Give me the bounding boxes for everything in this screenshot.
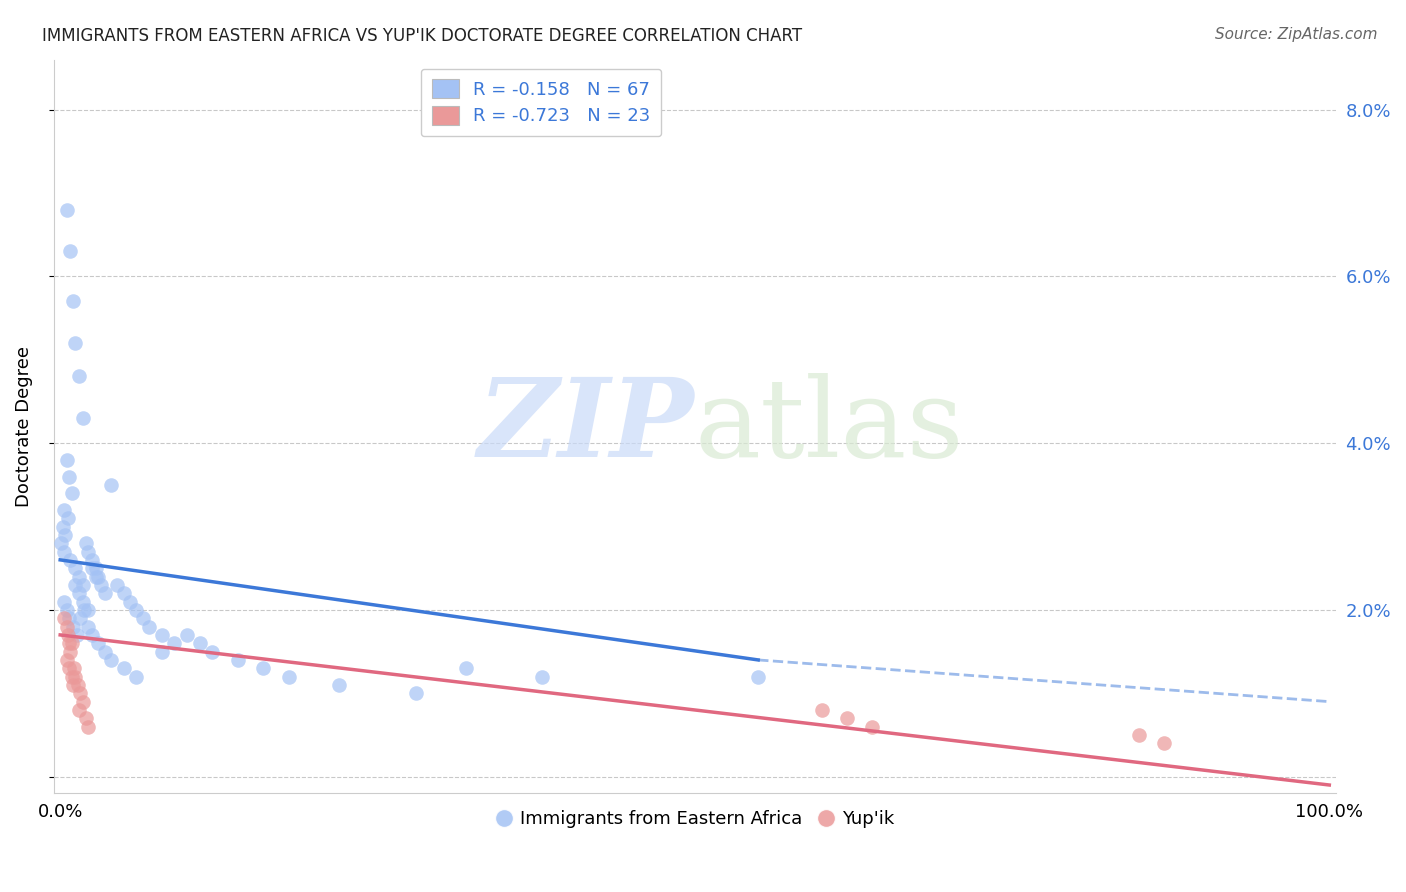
Point — [53, 503, 76, 517]
Point — [100, 478, 122, 492]
Point — [56, 628, 79, 642]
Point — [226, 653, 249, 667]
Point — [77, 720, 100, 734]
Point — [80, 561, 103, 575]
Point — [112, 661, 135, 675]
Point — [60, 486, 83, 500]
Point — [328, 678, 350, 692]
Point — [531, 670, 554, 684]
Point — [56, 511, 79, 525]
Text: ZIP: ZIP — [478, 373, 695, 480]
Point — [58, 611, 80, 625]
Point — [55, 619, 77, 633]
Point — [456, 661, 478, 675]
Point — [188, 636, 211, 650]
Point — [277, 670, 299, 684]
Point — [67, 586, 90, 600]
Point — [65, 336, 87, 351]
Point — [67, 369, 90, 384]
Point — [67, 703, 90, 717]
Point — [77, 603, 100, 617]
Point — [53, 528, 76, 542]
Point — [72, 594, 94, 608]
Point — [118, 594, 141, 608]
Point — [52, 519, 75, 533]
Point — [80, 628, 103, 642]
Point — [84, 569, 107, 583]
Point — [77, 544, 100, 558]
Text: IMMIGRANTS FROM EASTERN AFRICA VS YUP'IK DOCTORATE DEGREE CORRELATION CHART: IMMIGRANTS FROM EASTERN AFRICA VS YUP'IK… — [42, 27, 803, 45]
Point — [63, 661, 86, 675]
Point — [87, 569, 110, 583]
Point — [100, 653, 122, 667]
Point — [66, 678, 89, 692]
Point — [150, 628, 173, 642]
Point — [73, 603, 96, 617]
Point — [69, 611, 91, 625]
Point — [53, 594, 76, 608]
Point — [150, 644, 173, 658]
Point — [835, 711, 858, 725]
Point — [93, 644, 115, 658]
Point — [84, 561, 107, 575]
Point — [60, 636, 83, 650]
Point — [87, 636, 110, 650]
Point — [138, 619, 160, 633]
Point — [55, 603, 77, 617]
Point — [67, 569, 90, 583]
Point — [810, 703, 832, 717]
Point — [72, 695, 94, 709]
Point — [860, 720, 883, 734]
Point — [58, 469, 80, 483]
Point — [201, 644, 224, 658]
Point — [62, 619, 84, 633]
Point — [252, 661, 274, 675]
Text: Source: ZipAtlas.com: Source: ZipAtlas.com — [1215, 27, 1378, 42]
Point — [112, 586, 135, 600]
Point — [77, 619, 100, 633]
Point — [90, 578, 112, 592]
Point — [75, 711, 97, 725]
Point — [53, 611, 76, 625]
Point — [747, 670, 769, 684]
Point — [125, 670, 148, 684]
Legend: Immigrants from Eastern Africa, Yup'ik: Immigrants from Eastern Africa, Yup'ik — [488, 803, 901, 836]
Point — [80, 553, 103, 567]
Point — [65, 561, 87, 575]
Point — [1153, 736, 1175, 750]
Point — [69, 686, 91, 700]
Text: atlas: atlas — [695, 373, 965, 480]
Point — [93, 586, 115, 600]
Point — [59, 244, 82, 259]
Point — [58, 661, 80, 675]
Point — [75, 536, 97, 550]
Point — [65, 578, 87, 592]
Point — [72, 411, 94, 425]
Point — [131, 611, 153, 625]
Point — [59, 553, 82, 567]
Point — [125, 603, 148, 617]
Point — [60, 670, 83, 684]
Point — [176, 628, 198, 642]
Point — [105, 578, 128, 592]
Point — [53, 544, 76, 558]
Point — [405, 686, 427, 700]
Point — [58, 636, 80, 650]
Point — [62, 294, 84, 309]
Point — [55, 202, 77, 217]
Point — [72, 578, 94, 592]
Point — [1128, 728, 1150, 742]
Point — [59, 644, 82, 658]
Point — [51, 536, 73, 550]
Point — [65, 670, 87, 684]
Y-axis label: Doctorate Degree: Doctorate Degree — [15, 346, 32, 507]
Point — [55, 653, 77, 667]
Point — [62, 678, 84, 692]
Point — [66, 628, 89, 642]
Point — [163, 636, 186, 650]
Point — [55, 453, 77, 467]
